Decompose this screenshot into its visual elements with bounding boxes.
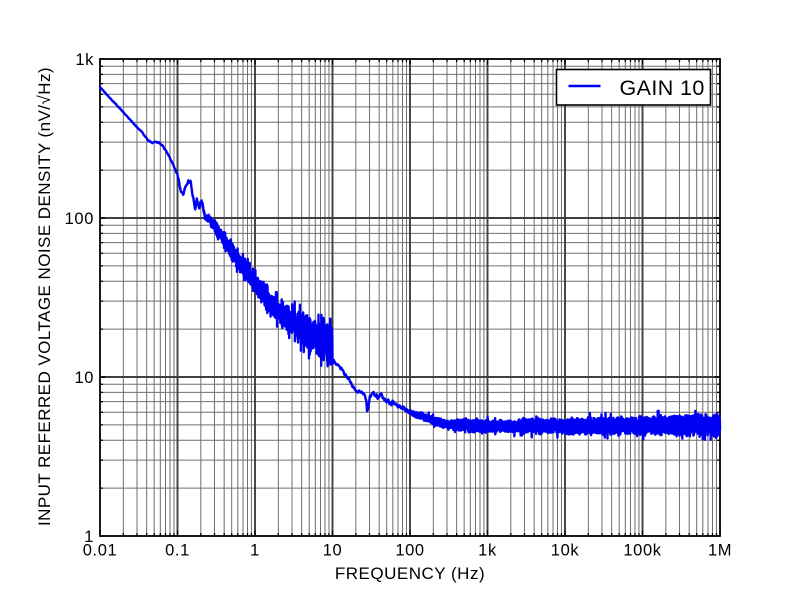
svg-text:INPUT REFERRED VOLTAGE NOISE D: INPUT REFERRED VOLTAGE NOISE DENSITY (nV… xyxy=(35,67,54,526)
svg-text:100: 100 xyxy=(65,210,94,228)
svg-text:10k: 10k xyxy=(551,542,580,560)
svg-text:1: 1 xyxy=(84,528,94,546)
svg-text:100: 100 xyxy=(395,542,424,560)
svg-text:1M: 1M xyxy=(708,542,732,560)
svg-text:1: 1 xyxy=(250,542,260,560)
svg-text:0.1: 0.1 xyxy=(165,542,190,560)
svg-text:0.01: 0.01 xyxy=(83,542,118,560)
svg-text:10: 10 xyxy=(323,542,343,560)
svg-text:100k: 100k xyxy=(623,542,661,560)
svg-text:FREQUENCY (Hz): FREQUENCY (Hz) xyxy=(335,564,485,583)
svg-text:GAIN 10: GAIN 10 xyxy=(620,76,705,100)
svg-text:1k: 1k xyxy=(75,51,94,69)
svg-text:10: 10 xyxy=(74,369,94,387)
svg-text:1k: 1k xyxy=(478,542,497,560)
